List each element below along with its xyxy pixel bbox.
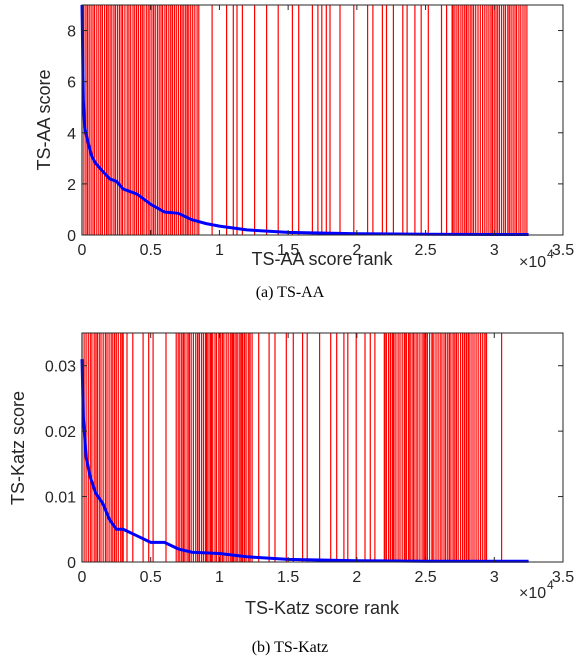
x-tick-label: 2.5: [414, 242, 436, 259]
y-axis-label-a: TS-AA score: [34, 69, 54, 170]
x-tick-label: 2.5: [414, 569, 436, 586]
x-tick-label: 3.5: [552, 569, 574, 586]
x-multiplier-exp-a: 4: [547, 247, 554, 261]
panel-b: 0 0.5 1 1.5 2 2.5 3 3.5 0 0.01 0.02 0.03 TS-Katz s…: [8, 332, 574, 656]
x-tick-label: 3: [490, 569, 499, 586]
y-tick-label: 4: [67, 126, 76, 143]
y-ticks-b: 0 0.01 0.02 0.03: [45, 359, 563, 572]
x-axis-label-a: TS-AA score rank: [251, 249, 393, 269]
y-tick-label: 6: [67, 75, 76, 92]
axes-frame-a: [81, 4, 564, 236]
x-tick-label: 1: [215, 569, 224, 586]
y-tick-label: 0: [67, 555, 76, 572]
red-bars-a: [81, 5, 528, 235]
axes-frame-b: [81, 332, 564, 563]
x-tick-label: 1: [215, 242, 224, 259]
caption-b: (b) TS-Katz: [252, 639, 329, 656]
y-ticks-a: 0 2 4 6 8: [67, 24, 563, 245]
series-line-b: [80, 359, 529, 563]
x-multiplier-b: ×10 4: [519, 578, 554, 602]
y-tick-label: 0.02: [45, 424, 76, 441]
x-multiplier-a: ×10 4: [519, 247, 554, 271]
y-axis-label-b: TS-Katz score: [8, 391, 28, 505]
x-tick-label: 3.5: [552, 242, 574, 259]
x-multiplier-exp-b: 4: [547, 578, 554, 592]
x-tick-label: 1.5: [277, 242, 299, 259]
y-tick-label: 8: [67, 24, 76, 41]
x-axis-label-b: TS-Katz score rank: [245, 598, 400, 618]
x-tick-label: 2: [352, 569, 361, 586]
y-tick-label: 0: [67, 228, 76, 245]
x-tick-label: 3: [490, 242, 499, 259]
x-ticks-b: 0 0.5 1 1.5 2 2.5 3 3.5: [78, 333, 574, 586]
x-tick-label: 0: [78, 569, 87, 586]
series-line-a: [80, 4, 529, 236]
x-tick-label: 0.5: [140, 242, 162, 259]
x-multiplier-base-b: ×10: [519, 585, 546, 602]
caption-a: (a) TS-AA: [256, 284, 325, 301]
x-tick-label: 0.5: [140, 569, 162, 586]
x-ticks-a: 0 0.5 1 1.5 2 2.5 3 3.5: [78, 5, 574, 259]
x-multiplier-base-a: ×10: [519, 254, 546, 271]
red-bars-b: [81, 333, 503, 562]
y-tick-label: 2: [67, 177, 76, 194]
x-tick-label: 0: [78, 242, 87, 259]
y-tick-label: 0.03: [45, 359, 76, 376]
y-tick-label: 0.01: [45, 490, 76, 507]
x-tick-label: 2: [352, 242, 361, 259]
x-tick-label: 1.5: [277, 569, 299, 586]
